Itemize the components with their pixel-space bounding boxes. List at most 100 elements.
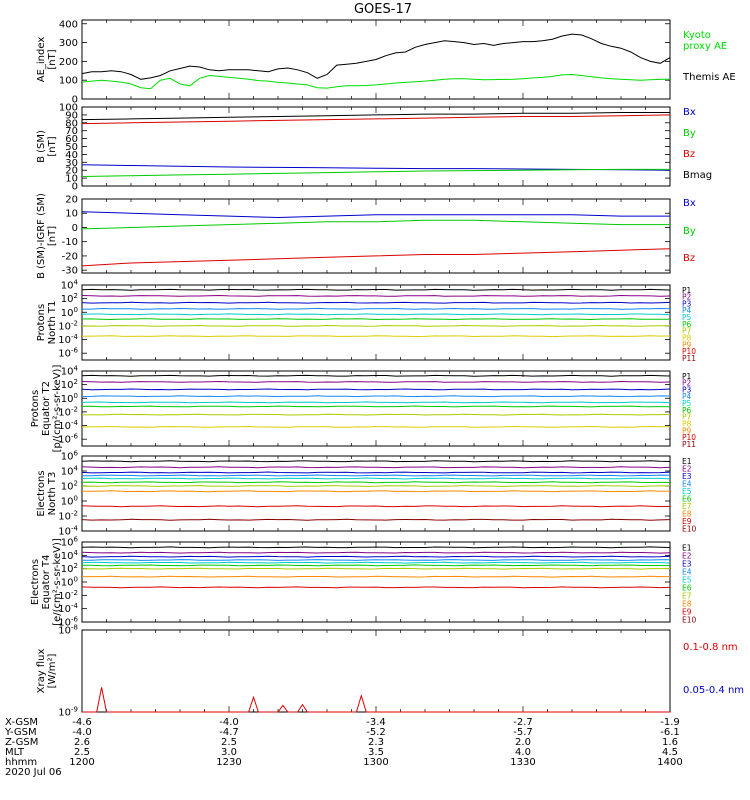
channel-label: P4 bbox=[682, 306, 692, 315]
channel-label: E6 bbox=[682, 583, 692, 592]
series-line-e8 bbox=[81, 575, 670, 578]
y-tick-label: 60 bbox=[65, 134, 78, 145]
y-tick-label: 90 bbox=[65, 110, 78, 121]
series-line-e10 bbox=[81, 518, 671, 521]
series-line-e3 bbox=[81, 471, 671, 474]
y-tick-label: 200 bbox=[59, 57, 78, 68]
series-line-p6 bbox=[81, 405, 671, 408]
y-tick-label: 102 bbox=[61, 480, 78, 493]
channel-label: E10 bbox=[682, 525, 697, 534]
y-axis-label: [W/m²] bbox=[47, 653, 58, 688]
channel-label: P7 bbox=[682, 327, 692, 336]
series-line-p5 bbox=[81, 401, 671, 404]
series-line-by bbox=[81, 168, 670, 177]
legend-entry: proxy AE bbox=[683, 41, 727, 52]
channel-label: P8 bbox=[682, 333, 692, 342]
series-line-e7 bbox=[81, 484, 671, 488]
y-axis-label: Equator T4 bbox=[41, 555, 52, 610]
legend-entry: Bz bbox=[683, 253, 695, 264]
footer-row-label: X-GSM bbox=[5, 717, 38, 728]
series-line-e9 bbox=[81, 505, 671, 508]
series-line-p4 bbox=[82, 307, 671, 310]
channel-label: E6 bbox=[682, 495, 692, 504]
channel-label: E5 bbox=[682, 487, 692, 496]
footer-row-label: Z-GSM bbox=[5, 737, 38, 748]
y-tick-label: 102 bbox=[61, 378, 78, 391]
series-line-bz bbox=[81, 248, 671, 267]
footer-value: -2.7 bbox=[513, 717, 533, 728]
series-line-bmag bbox=[81, 112, 670, 121]
footer-value: -4.6 bbox=[72, 717, 92, 728]
channel-label: P11 bbox=[682, 354, 696, 363]
plot-frame bbox=[81, 541, 671, 623]
series-line-e2 bbox=[81, 466, 671, 469]
channel-label: P3 bbox=[682, 299, 692, 308]
series-line-e4 bbox=[81, 474, 671, 477]
y-tick-label: 50 bbox=[65, 142, 78, 153]
y-tick-label: 20 bbox=[65, 166, 78, 177]
y-tick-label: 106 bbox=[61, 536, 79, 549]
series-line-0-1-0-8-nm bbox=[82, 687, 670, 713]
footer-value: 1330 bbox=[510, 757, 535, 768]
y-tick-label: 10-2 bbox=[58, 510, 78, 523]
channel-label: P2 bbox=[682, 293, 692, 302]
channel-label: P5 bbox=[682, 399, 692, 408]
y-axis-label: Equator T2 bbox=[41, 381, 52, 436]
y-tick-label: 80 bbox=[65, 118, 78, 129]
series-line-e2 bbox=[81, 551, 671, 554]
footer-value: 1230 bbox=[216, 757, 241, 768]
y-tick-label: 100 bbox=[61, 495, 78, 508]
channel-label: P5 bbox=[682, 313, 692, 322]
channel-label: E8 bbox=[682, 510, 692, 519]
y-tick-label: 102 bbox=[61, 292, 78, 305]
y-axis-label: Protons bbox=[36, 304, 47, 341]
y-axis-label: Electrons bbox=[36, 470, 47, 516]
y-tick-label: 0 bbox=[72, 223, 78, 234]
y-tick-label: 104 bbox=[61, 279, 79, 292]
y-axis-label: North T1 bbox=[47, 301, 58, 345]
y-axis-label: North T3 bbox=[47, 472, 58, 516]
y-tick-label: -30 bbox=[62, 266, 78, 277]
y-tick-label: 300 bbox=[59, 38, 78, 49]
y-tick-label: 106 bbox=[61, 450, 79, 463]
series-line-e1 bbox=[81, 460, 671, 463]
channel-label: E5 bbox=[682, 575, 692, 584]
y-tick-label: 10-8 bbox=[58, 624, 78, 637]
y-axis-label: [p/(cm²-s-sr-keV)] bbox=[52, 365, 63, 453]
series-line-p4 bbox=[81, 395, 671, 398]
footer-value: 4.0 bbox=[515, 747, 531, 758]
footer-value: -5.7 bbox=[513, 727, 533, 738]
y-tick-label: 40 bbox=[65, 150, 78, 161]
plot-title: GOES-17 bbox=[354, 2, 412, 17]
series-line-e6 bbox=[81, 481, 671, 484]
y-tick-label: 20 bbox=[65, 195, 78, 206]
channel-label: E7 bbox=[682, 591, 692, 600]
footer-value: -3.4 bbox=[366, 717, 386, 728]
series-line-by bbox=[81, 219, 670, 230]
legend-entry: Bmag bbox=[683, 170, 712, 181]
channel-label: E7 bbox=[682, 502, 692, 511]
series-line-p1 bbox=[81, 374, 671, 377]
series-line-bz bbox=[81, 114, 671, 125]
series-line-e9 bbox=[81, 586, 671, 589]
y-tick-label: 100 bbox=[61, 392, 78, 405]
y-tick-label: 100 bbox=[61, 576, 78, 589]
y-tick-label: 102 bbox=[61, 562, 78, 575]
channel-label: P4 bbox=[682, 392, 692, 401]
channel-label: E9 bbox=[682, 607, 692, 616]
y-axis-label: Electrons bbox=[30, 559, 41, 605]
footer-row-label: hhmm bbox=[5, 757, 37, 768]
series-line-p1 bbox=[81, 288, 671, 291]
y-axis-label: [nT] bbox=[47, 49, 58, 69]
channel-label: P10 bbox=[682, 347, 696, 356]
channel-label: P7 bbox=[682, 413, 692, 422]
y-axis-label: B (SM)-IGRF (SM) bbox=[36, 193, 47, 279]
channel-label: E1 bbox=[682, 543, 692, 552]
y-tick-label: 10-6 bbox=[58, 347, 78, 360]
footer-row-label: MLT bbox=[5, 747, 25, 758]
